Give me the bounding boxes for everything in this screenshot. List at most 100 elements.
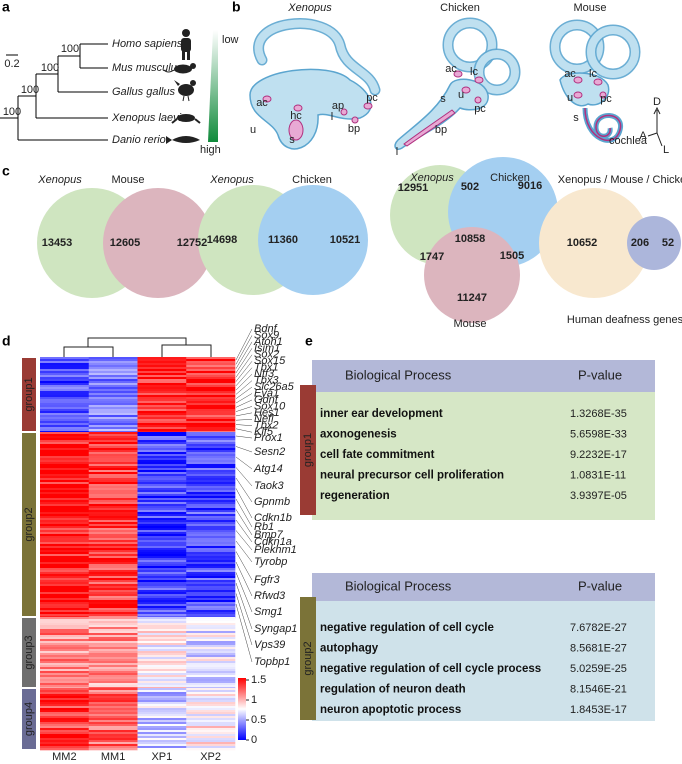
ear-part-label: lc xyxy=(589,68,597,80)
heatmap-cell xyxy=(186,692,236,695)
gene-label: Rfwd3 xyxy=(254,590,286,602)
heatmap-cell xyxy=(137,373,187,376)
heatmap-cell xyxy=(40,748,90,751)
heatmap-cell xyxy=(137,669,187,672)
heatmap-cell xyxy=(137,488,187,491)
heatmap-cell xyxy=(88,594,138,597)
heatmap-cell xyxy=(137,621,187,624)
heatmap-cell xyxy=(40,710,90,713)
heatmap-cell xyxy=(88,562,138,565)
heatmap-cell xyxy=(137,504,187,507)
heatmap-cell xyxy=(40,500,90,503)
group-label: group2 xyxy=(23,507,35,541)
axis-label: D xyxy=(653,96,661,108)
heatmap-cell xyxy=(88,448,138,451)
venn-set-label: Xenopus xyxy=(37,174,82,186)
heatmap-cell xyxy=(88,482,138,485)
heatmap-cell xyxy=(88,558,138,561)
heatmap-cell xyxy=(186,740,236,743)
heatmap-cell xyxy=(137,512,187,515)
heatmap-cell xyxy=(137,442,187,445)
heatmap-cell xyxy=(88,542,138,545)
heatmap-cell xyxy=(137,369,187,372)
heatmap-cell xyxy=(40,379,90,382)
heatmap-cell xyxy=(40,361,90,364)
gene-label: Tbx1 xyxy=(254,362,278,374)
heatmap-cell xyxy=(40,528,90,531)
heatmap-cell xyxy=(88,688,138,691)
heatmap-cell xyxy=(186,490,236,493)
species-name: Danio rerio xyxy=(112,134,166,146)
heatmap-cell xyxy=(137,647,187,650)
heatmap-cell xyxy=(88,621,138,624)
heatmap-cell xyxy=(40,730,90,733)
heatmap-cell xyxy=(88,510,138,513)
gene-leader xyxy=(235,335,253,365)
heatmap-cell xyxy=(137,633,187,636)
gene-leader xyxy=(235,488,253,519)
gene-leader xyxy=(235,477,253,503)
heatmap-cell xyxy=(186,512,236,515)
table-cell: negative regulation of cell cycle proces… xyxy=(320,663,541,675)
heatmap-cell xyxy=(186,724,236,727)
heatmap-cell xyxy=(186,480,236,483)
gene-leader xyxy=(235,361,253,382)
venn-count: 10652 xyxy=(567,237,598,249)
heatmap-cell xyxy=(186,464,236,467)
heatmap-cell xyxy=(88,429,138,432)
heatmap-cell xyxy=(88,610,138,613)
heatmap-cell xyxy=(137,375,187,378)
heatmap-cell xyxy=(186,395,236,398)
heatmap-cell xyxy=(88,590,138,593)
heatmap-cell xyxy=(40,738,90,741)
heatmap-cell xyxy=(137,612,187,615)
heatmap-cell xyxy=(186,520,236,523)
heatmap-cell xyxy=(88,653,138,656)
heatmap-cell xyxy=(40,526,90,529)
heatmap-cell xyxy=(40,667,90,670)
heatmap-cell xyxy=(186,454,236,457)
heatmap-cell xyxy=(88,663,138,666)
heatmap-cell xyxy=(137,679,187,682)
gene-label: Gpnmb xyxy=(254,496,290,508)
heatmap-cell xyxy=(186,590,236,593)
heatmap-cell xyxy=(40,706,90,709)
colorbar-tick-label: 1 xyxy=(251,694,257,706)
heatmap-cell xyxy=(186,688,236,691)
heatmap-cell xyxy=(40,369,90,372)
heatmap-cell xyxy=(186,429,236,432)
heatmap-cell xyxy=(137,464,187,467)
heatmap-cell xyxy=(137,732,187,735)
heatmap-cell xyxy=(88,740,138,743)
table-cell: regulation of neuron death xyxy=(320,684,466,696)
heatmap-cell xyxy=(40,606,90,609)
heatmap-cell xyxy=(40,403,90,406)
heatmap-cell xyxy=(40,397,90,400)
venn-set-label: Chicken xyxy=(292,174,332,186)
heatmap-cell xyxy=(88,357,138,360)
heatmap-cell xyxy=(40,419,90,422)
heatmap-cell xyxy=(186,409,236,412)
venn-count: 11360 xyxy=(268,234,298,246)
heatmap-cell xyxy=(137,554,187,557)
heatmap-cell xyxy=(137,436,187,439)
heatmap-cell xyxy=(186,546,236,549)
heatmap-cell xyxy=(186,663,236,666)
heatmap-cell xyxy=(40,635,90,638)
heatmap-cell xyxy=(186,661,236,664)
heatmap-cell xyxy=(88,387,138,390)
heatmap-cell xyxy=(186,560,236,563)
heatmap-cell xyxy=(40,655,90,658)
heatmap-cell xyxy=(186,665,236,668)
heatmap-cell xyxy=(40,578,90,581)
heatmap-cell xyxy=(186,427,236,430)
table-backgrounds xyxy=(312,360,655,721)
heatmap-cell xyxy=(40,633,90,636)
heatmap-cell xyxy=(186,466,236,469)
heatmap-cell xyxy=(40,610,90,613)
heatmap-cell xyxy=(186,391,236,394)
ear-title: Chicken xyxy=(440,2,480,14)
heatmap-cell xyxy=(40,488,90,491)
heatmap-cell xyxy=(186,629,236,632)
heatmap-cell xyxy=(40,728,90,731)
